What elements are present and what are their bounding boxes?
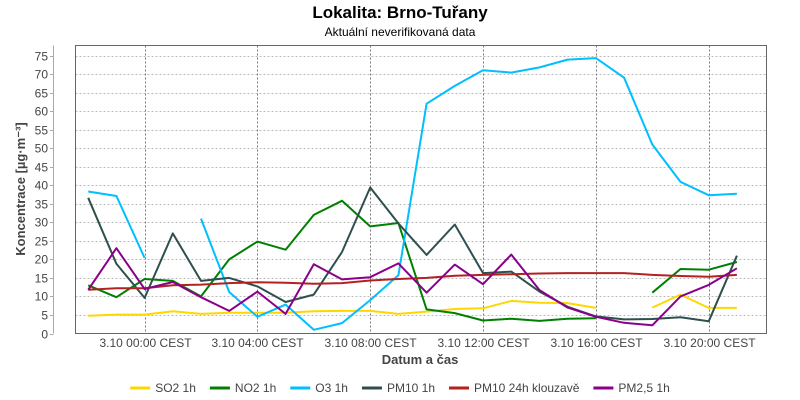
series-line-segment: [200, 57, 737, 331]
y-tick-label: 70: [35, 68, 49, 82]
x-tick-label: 3.10 08:00 CEST: [324, 336, 417, 350]
series-line-segment: [88, 299, 597, 317]
y-tick-label: 55: [35, 124, 49, 138]
y-tick-label: 65: [35, 87, 49, 101]
y-tick-label: 15: [35, 272, 49, 286]
x-tick-label: 3.10 00:00 CEST: [99, 336, 192, 350]
legend-item: SO2 1h: [130, 381, 196, 395]
y-tick-label: 35: [35, 198, 49, 212]
series-line-segment: [87, 186, 738, 323]
y-tick-label: 20: [35, 253, 49, 267]
series-lines: [87, 57, 738, 331]
y-tick-label: 10: [35, 290, 49, 304]
chart-subtitle: Aktuální neverifikovaná data: [325, 25, 476, 39]
plot-frame: [75, 45, 767, 334]
x-axis-label: Datum a čas: [382, 352, 459, 367]
y-tick-label: 0: [41, 328, 48, 342]
series-no2-1h: [87, 199, 738, 322]
series-line-segment: [87, 199, 596, 322]
y-tick-label: 25: [35, 235, 49, 249]
legend-label: PM10 1h: [387, 381, 435, 395]
legend-label: PM2,5 1h: [618, 381, 669, 395]
series-o3-1h: [88, 57, 737, 331]
y-tick-label: 45: [35, 161, 49, 175]
series-line-segment: [651, 261, 738, 294]
y-tick-label: 75: [35, 50, 49, 64]
x-tick-label: 3.10 04:00 CEST: [211, 336, 304, 350]
legend-label: PM10 24h klouzavě: [474, 381, 580, 395]
y-tick-label: 5: [41, 309, 48, 323]
x-tick-label: 3.10 20:00 CEST: [663, 336, 756, 350]
y-tick-label: 30: [35, 216, 49, 230]
y-axis: 0 5 10 15 20 25 30 35 40 45 50 55 60 65 70 75: [35, 45, 54, 342]
legend-item: O3 1h: [290, 381, 348, 395]
series-line-segment: [87, 247, 738, 327]
chart-title: Lokalita: Brno-Tuřany: [312, 3, 488, 22]
series-line-segment: [651, 293, 737, 309]
legend-label: O3 1h: [315, 381, 348, 395]
series-line-segment: [88, 190, 146, 259]
legend-item: PM10 1h: [361, 381, 435, 395]
x-tick-label: 3.10 16:00 CEST: [550, 336, 643, 350]
legend-item: PM2,5 1h: [593, 381, 670, 395]
x-axis: 3.10 00:00 CEST 3.10 04:00 CEST 3.10 08:00…: [99, 336, 756, 350]
x-tick-label: 3.10 12:00 CEST: [437, 336, 530, 350]
y-tick-label: 50: [35, 142, 49, 156]
y-axis-label: Koncentrace [µg·m⁻³]: [13, 122, 28, 256]
series-pm10-1h: [87, 186, 738, 323]
y-tick-label: 60: [35, 105, 49, 119]
legend-label: NO2 1h: [235, 381, 276, 395]
legend-label: SO2 1h: [155, 381, 196, 395]
legend-item: NO2 1h: [209, 381, 276, 395]
legend-item: PM10 24h klouzavě: [449, 381, 580, 395]
series-so2-1h: [88, 293, 737, 317]
y-tick-label: 40: [35, 179, 49, 193]
series-pm2-5-1h: [87, 247, 738, 327]
legend: SO2 1h NO2 1h O3 1h PM10 1h PM10 24h klouzav…: [130, 381, 670, 395]
